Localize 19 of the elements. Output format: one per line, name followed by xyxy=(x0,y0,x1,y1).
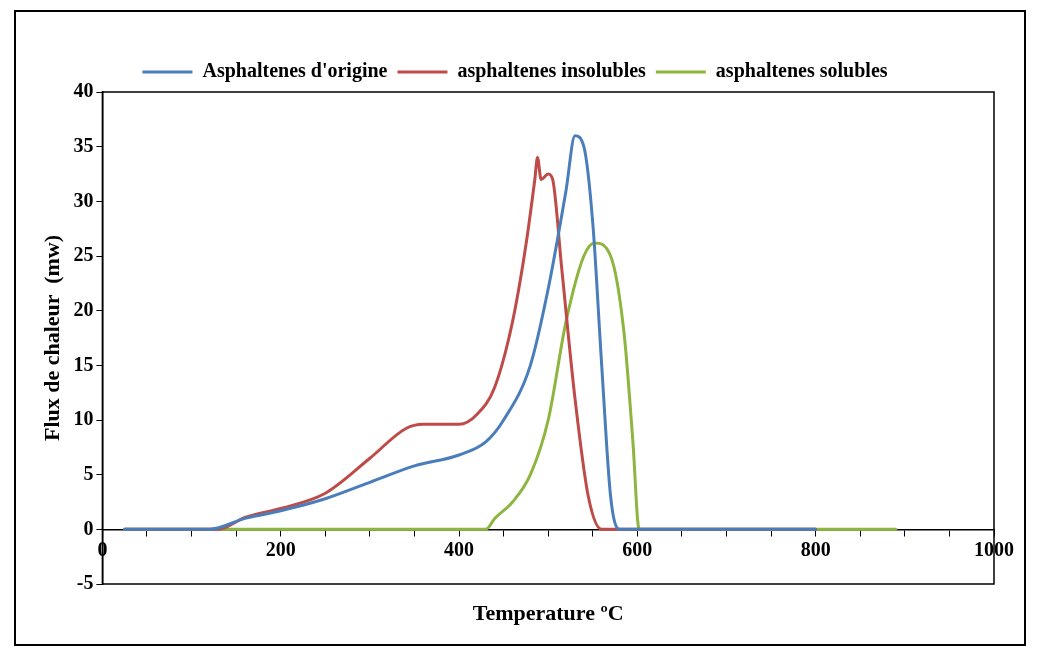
x-tick-label: 400 xyxy=(444,537,475,560)
y-tick-label: 30 xyxy=(73,188,94,211)
legend-label: asphaltenes insolubles xyxy=(457,59,647,83)
y-tick-label: 15 xyxy=(73,352,94,375)
x-tick-label: 200 xyxy=(265,537,296,560)
y-tick-label: -5 xyxy=(76,571,94,594)
y-axis-title: Flux de chaleur (mw) xyxy=(38,234,64,442)
y-tick-label: 0 xyxy=(83,516,94,539)
legend-label: asphaltenes solubles xyxy=(715,59,888,83)
y-tick-label: 40 xyxy=(73,79,94,102)
y-tick-label: 25 xyxy=(73,243,94,266)
y-tick-label: 10 xyxy=(73,407,94,430)
legend-label: Asphaltenes d'origine xyxy=(202,59,388,83)
x-tick-label: 600 xyxy=(622,537,653,560)
y-tick-label: 5 xyxy=(83,461,94,484)
x-tick-label: 800 xyxy=(800,537,831,560)
y-tick-label: 35 xyxy=(73,133,94,156)
x-axis-title: Temperature ºC xyxy=(472,600,624,626)
y-tick-label: 20 xyxy=(73,297,94,320)
